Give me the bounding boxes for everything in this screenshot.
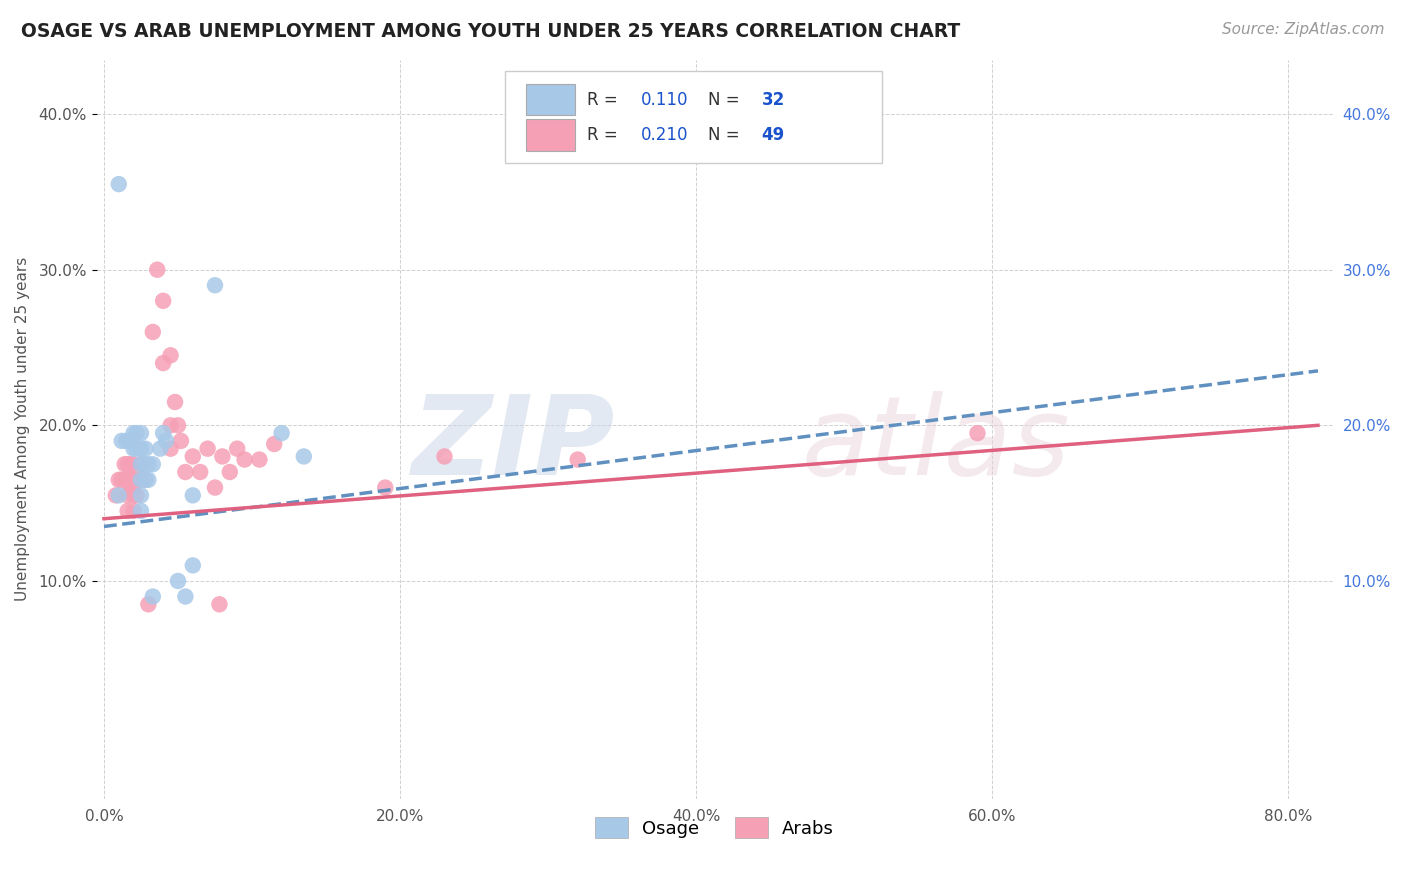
- Point: [966, 426, 988, 441]
- Point: [129, 426, 152, 441]
- Y-axis label: Unemployment Among Youth under 25 years: Unemployment Among Youth under 25 years: [15, 257, 30, 601]
- Point: [125, 426, 148, 441]
- Text: N =: N =: [709, 126, 740, 144]
- Text: OSAGE VS ARAB UNEMPLOYMENT AMONG YOUTH UNDER 25 YEARS CORRELATION CHART: OSAGE VS ARAB UNEMPLOYMENT AMONG YOUTH U…: [21, 22, 960, 41]
- Point: [115, 473, 138, 487]
- Point: [125, 488, 148, 502]
- Point: [374, 481, 396, 495]
- Point: [146, 262, 169, 277]
- Point: [117, 457, 139, 471]
- Point: [163, 395, 186, 409]
- Point: [125, 473, 148, 487]
- Point: [159, 442, 181, 456]
- Point: [188, 465, 211, 479]
- Point: [120, 473, 142, 487]
- Text: R =: R =: [588, 90, 619, 109]
- Point: [263, 437, 285, 451]
- Point: [120, 434, 142, 448]
- Point: [104, 488, 127, 502]
- Point: [433, 450, 456, 464]
- Point: [129, 442, 152, 456]
- Point: [111, 434, 134, 448]
- Point: [152, 293, 174, 308]
- Point: [129, 504, 152, 518]
- Point: [233, 452, 256, 467]
- Point: [149, 442, 172, 456]
- Point: [138, 457, 160, 471]
- Point: [152, 356, 174, 370]
- Point: [134, 442, 156, 456]
- Point: [567, 452, 589, 467]
- Point: [115, 434, 138, 448]
- Point: [125, 442, 148, 456]
- Point: [122, 473, 145, 487]
- Point: [117, 504, 139, 518]
- Point: [155, 434, 177, 448]
- Text: R =: R =: [588, 126, 619, 144]
- FancyBboxPatch shape: [526, 120, 575, 151]
- Point: [218, 465, 240, 479]
- Point: [117, 473, 139, 487]
- Point: [117, 488, 139, 502]
- Point: [120, 457, 142, 471]
- Point: [181, 558, 204, 573]
- FancyBboxPatch shape: [526, 84, 575, 115]
- Point: [111, 473, 134, 487]
- Point: [226, 442, 249, 456]
- Point: [174, 465, 197, 479]
- Point: [129, 473, 152, 487]
- Point: [129, 457, 152, 471]
- Point: [211, 450, 233, 464]
- Point: [170, 434, 193, 448]
- Point: [181, 450, 204, 464]
- Point: [270, 426, 292, 441]
- Point: [249, 452, 271, 467]
- Text: Source: ZipAtlas.com: Source: ZipAtlas.com: [1222, 22, 1385, 37]
- FancyBboxPatch shape: [505, 70, 882, 163]
- Text: ZIP: ZIP: [412, 391, 616, 498]
- Point: [142, 457, 165, 471]
- Point: [204, 481, 226, 495]
- Point: [197, 442, 219, 456]
- Text: atlas: atlas: [801, 391, 1070, 498]
- Point: [152, 426, 174, 441]
- Point: [138, 597, 160, 611]
- Point: [174, 590, 197, 604]
- Point: [107, 177, 129, 191]
- Legend: Osage, Arabs: Osage, Arabs: [588, 810, 841, 846]
- Point: [159, 348, 181, 362]
- Point: [134, 473, 156, 487]
- Point: [204, 278, 226, 293]
- Point: [167, 574, 190, 588]
- Point: [181, 488, 204, 502]
- Point: [138, 473, 160, 487]
- Text: N =: N =: [709, 90, 740, 109]
- Point: [208, 597, 231, 611]
- Point: [122, 426, 145, 441]
- Point: [114, 457, 136, 471]
- Point: [134, 457, 156, 471]
- Point: [129, 488, 152, 502]
- Text: 0.110: 0.110: [641, 90, 688, 109]
- Point: [292, 450, 315, 464]
- Point: [142, 325, 165, 339]
- Point: [122, 488, 145, 502]
- Point: [107, 473, 129, 487]
- Point: [122, 481, 145, 495]
- Point: [107, 488, 129, 502]
- Point: [134, 473, 156, 487]
- Point: [129, 457, 152, 471]
- Point: [122, 457, 145, 471]
- Point: [122, 442, 145, 456]
- Text: 49: 49: [762, 126, 785, 144]
- Point: [159, 418, 181, 433]
- Point: [142, 590, 165, 604]
- Text: 32: 32: [762, 90, 785, 109]
- Point: [129, 473, 152, 487]
- Text: 0.210: 0.210: [641, 126, 688, 144]
- Point: [120, 481, 142, 495]
- Point: [167, 418, 190, 433]
- Point: [122, 504, 145, 518]
